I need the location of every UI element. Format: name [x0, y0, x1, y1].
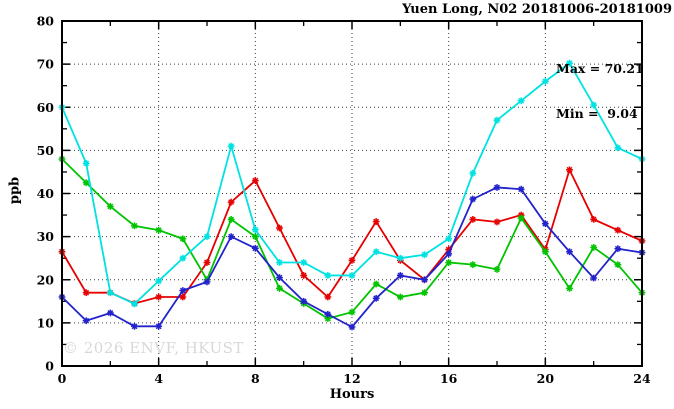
y-tick-label: 70 [37, 57, 55, 72]
max-value-label: Max = 70.21 [556, 61, 644, 76]
x-tick-label: 16 [440, 371, 458, 386]
plot-border [61, 20, 643, 367]
x-tick-label: 8 [251, 371, 260, 386]
y-tick-label: 50 [37, 143, 55, 158]
y-tick-label: 20 [37, 272, 55, 287]
y-axis-label: ppb [7, 176, 23, 205]
y-tick-label: 0 [45, 359, 54, 374]
x-tick-label: 24 [633, 371, 651, 386]
x-tick-label: 4 [154, 371, 163, 386]
watermark: © 2026 ENVF, HKUST [63, 339, 244, 357]
y-tick-label: 60 [37, 100, 55, 115]
series-green [58, 155, 646, 322]
min-value-label: Min = 9.04 [556, 106, 638, 121]
max-min-annotation: Max = 70.21 Min = 9.04 [556, 31, 644, 151]
y-tick-label: 30 [37, 229, 55, 244]
x-tick-label: 0 [58, 371, 67, 386]
y-tick-label: 80 [37, 14, 55, 29]
y-tick-label: 40 [37, 186, 55, 201]
x-tick-label: 12 [343, 371, 360, 386]
x-tick-label: 20 [537, 371, 555, 386]
x-axis-label: Hours [329, 387, 375, 402]
chart-title: Yuen Long, N02 20181006-20181009 [402, 2, 672, 17]
y-tick-label: 10 [37, 315, 55, 330]
